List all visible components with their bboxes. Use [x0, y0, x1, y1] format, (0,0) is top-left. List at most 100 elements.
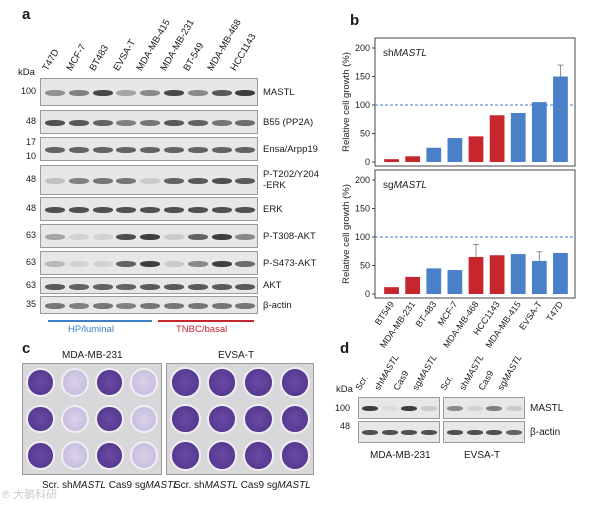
kda-marker: 35 — [25, 299, 36, 309]
bar — [447, 270, 463, 294]
panel-a-kda-label: kDa — [18, 67, 35, 78]
blot-band — [68, 261, 89, 267]
bar — [489, 255, 505, 294]
panel-a-letter: a — [22, 6, 31, 23]
blot-band — [92, 120, 113, 126]
kda-marker: 10 — [25, 151, 36, 161]
blot-band — [116, 283, 137, 290]
blot-band — [140, 283, 161, 290]
plate-well — [243, 403, 274, 435]
blot-band — [45, 207, 65, 213]
blot-band — [140, 90, 161, 96]
group-label-hp-luminal: HP/luminal — [68, 324, 114, 335]
kda-marker: 17 — [25, 137, 36, 147]
blot-band — [164, 283, 184, 290]
blot-band — [187, 234, 208, 240]
blot-band — [92, 261, 113, 267]
bar — [531, 102, 547, 162]
blot-band — [187, 283, 208, 290]
panel-b-letter: b — [350, 12, 360, 29]
chart-title: sgMASTL — [383, 180, 427, 191]
blot-band — [447, 406, 463, 411]
plate-well — [95, 441, 124, 470]
y-tick-label: 50 — [360, 129, 370, 139]
kda-marker: 63 — [25, 257, 36, 267]
cond-scr: Scr. — [42, 480, 60, 491]
y-tick-label: 100 — [355, 232, 370, 242]
blot-band — [116, 261, 137, 267]
blot-band — [116, 90, 137, 96]
bar — [405, 156, 421, 162]
panel-d-row-mastl: MASTL — [530, 403, 564, 414]
blot-band — [187, 207, 208, 213]
blot-band — [92, 283, 113, 290]
bar — [489, 115, 505, 162]
watermark-logo-icon: ℗ — [2, 489, 11, 501]
blot-band — [211, 120, 232, 126]
blot-band — [68, 283, 89, 290]
blot-band — [381, 406, 398, 411]
blot-band — [235, 178, 256, 184]
kda-marker: 48 — [25, 203, 36, 213]
blot-band — [187, 261, 208, 267]
blot-row-label: ERK — [263, 203, 283, 215]
plate-c-conditions-left: Scr. shMASTL Cas9 sgMASTL — [42, 480, 179, 491]
blot-row-label: B55 (PP2A) — [263, 116, 314, 128]
blot-band — [187, 303, 208, 309]
plate-c-conditions-right: Scr. shMASTL Cas9 sgMASTL — [174, 480, 311, 491]
bar — [510, 112, 526, 162]
blot-band — [68, 178, 89, 184]
blot-band — [164, 261, 184, 267]
group-bar-hp-luminal — [48, 320, 152, 322]
bar — [426, 268, 442, 294]
plate-well — [279, 403, 310, 435]
blot-band — [45, 147, 65, 153]
cond-sh-2: shMASTL — [194, 480, 238, 491]
blot-band — [211, 234, 232, 240]
blot-row-label: P-T202/Y204 -ERK — [263, 169, 319, 191]
blot-band — [92, 147, 113, 153]
blot-band — [362, 406, 378, 411]
blot-band — [447, 430, 463, 435]
blot-band — [505, 406, 522, 411]
panel-d-cellline-evsa: EVSA-T — [464, 450, 501, 461]
blot-band — [68, 147, 89, 153]
blot-band — [116, 120, 137, 126]
blot-band — [45, 120, 65, 126]
lane-label: T47D — [40, 47, 62, 73]
panel-d-kda-label: kDa — [336, 384, 353, 395]
blot-band — [164, 120, 184, 126]
panel-d-blot-actin-left — [358, 421, 440, 443]
plate-title-evsa-t: EVSA-T — [218, 350, 255, 361]
y-tick-label: 50 — [360, 261, 370, 271]
blot-band — [211, 147, 232, 153]
blot-band — [187, 178, 208, 184]
blot-row — [40, 197, 258, 221]
blot-band — [68, 90, 89, 96]
blot-band — [362, 430, 378, 435]
group-label-tnbc-basal: TNBC/basal — [176, 324, 228, 335]
cond-cas9: Cas9 — [108, 480, 133, 491]
blot-band — [235, 120, 256, 126]
bar — [468, 256, 484, 294]
blot-band — [235, 303, 256, 309]
blot-band — [116, 178, 137, 184]
blot-row — [40, 78, 258, 106]
plate-well — [95, 368, 124, 397]
blot-band — [164, 178, 184, 184]
blot-band — [140, 178, 161, 184]
blot-band — [211, 283, 232, 290]
blot-band — [140, 207, 161, 213]
lane-label: EVSA-T — [110, 37, 138, 73]
blot-band — [235, 261, 256, 267]
bar — [447, 138, 463, 162]
blot-band — [211, 207, 232, 213]
y-tick-label: 0 — [365, 157, 370, 167]
blot-band — [164, 207, 184, 213]
lane-label: MCF-7 — [63, 42, 89, 73]
blot-band — [235, 234, 256, 240]
blot-band — [401, 430, 417, 435]
plate-well — [60, 441, 89, 470]
bar — [510, 254, 526, 294]
